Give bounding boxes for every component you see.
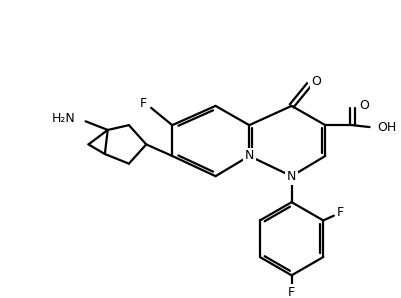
Text: F: F [336, 206, 343, 219]
Text: F: F [288, 286, 294, 298]
Text: H₂N: H₂N [52, 112, 76, 125]
Text: OH: OH [377, 121, 395, 134]
Text: F: F [140, 97, 146, 109]
Text: O: O [311, 75, 321, 88]
Text: N: N [244, 150, 253, 162]
Text: O: O [358, 100, 368, 112]
Text: N: N [286, 170, 296, 183]
